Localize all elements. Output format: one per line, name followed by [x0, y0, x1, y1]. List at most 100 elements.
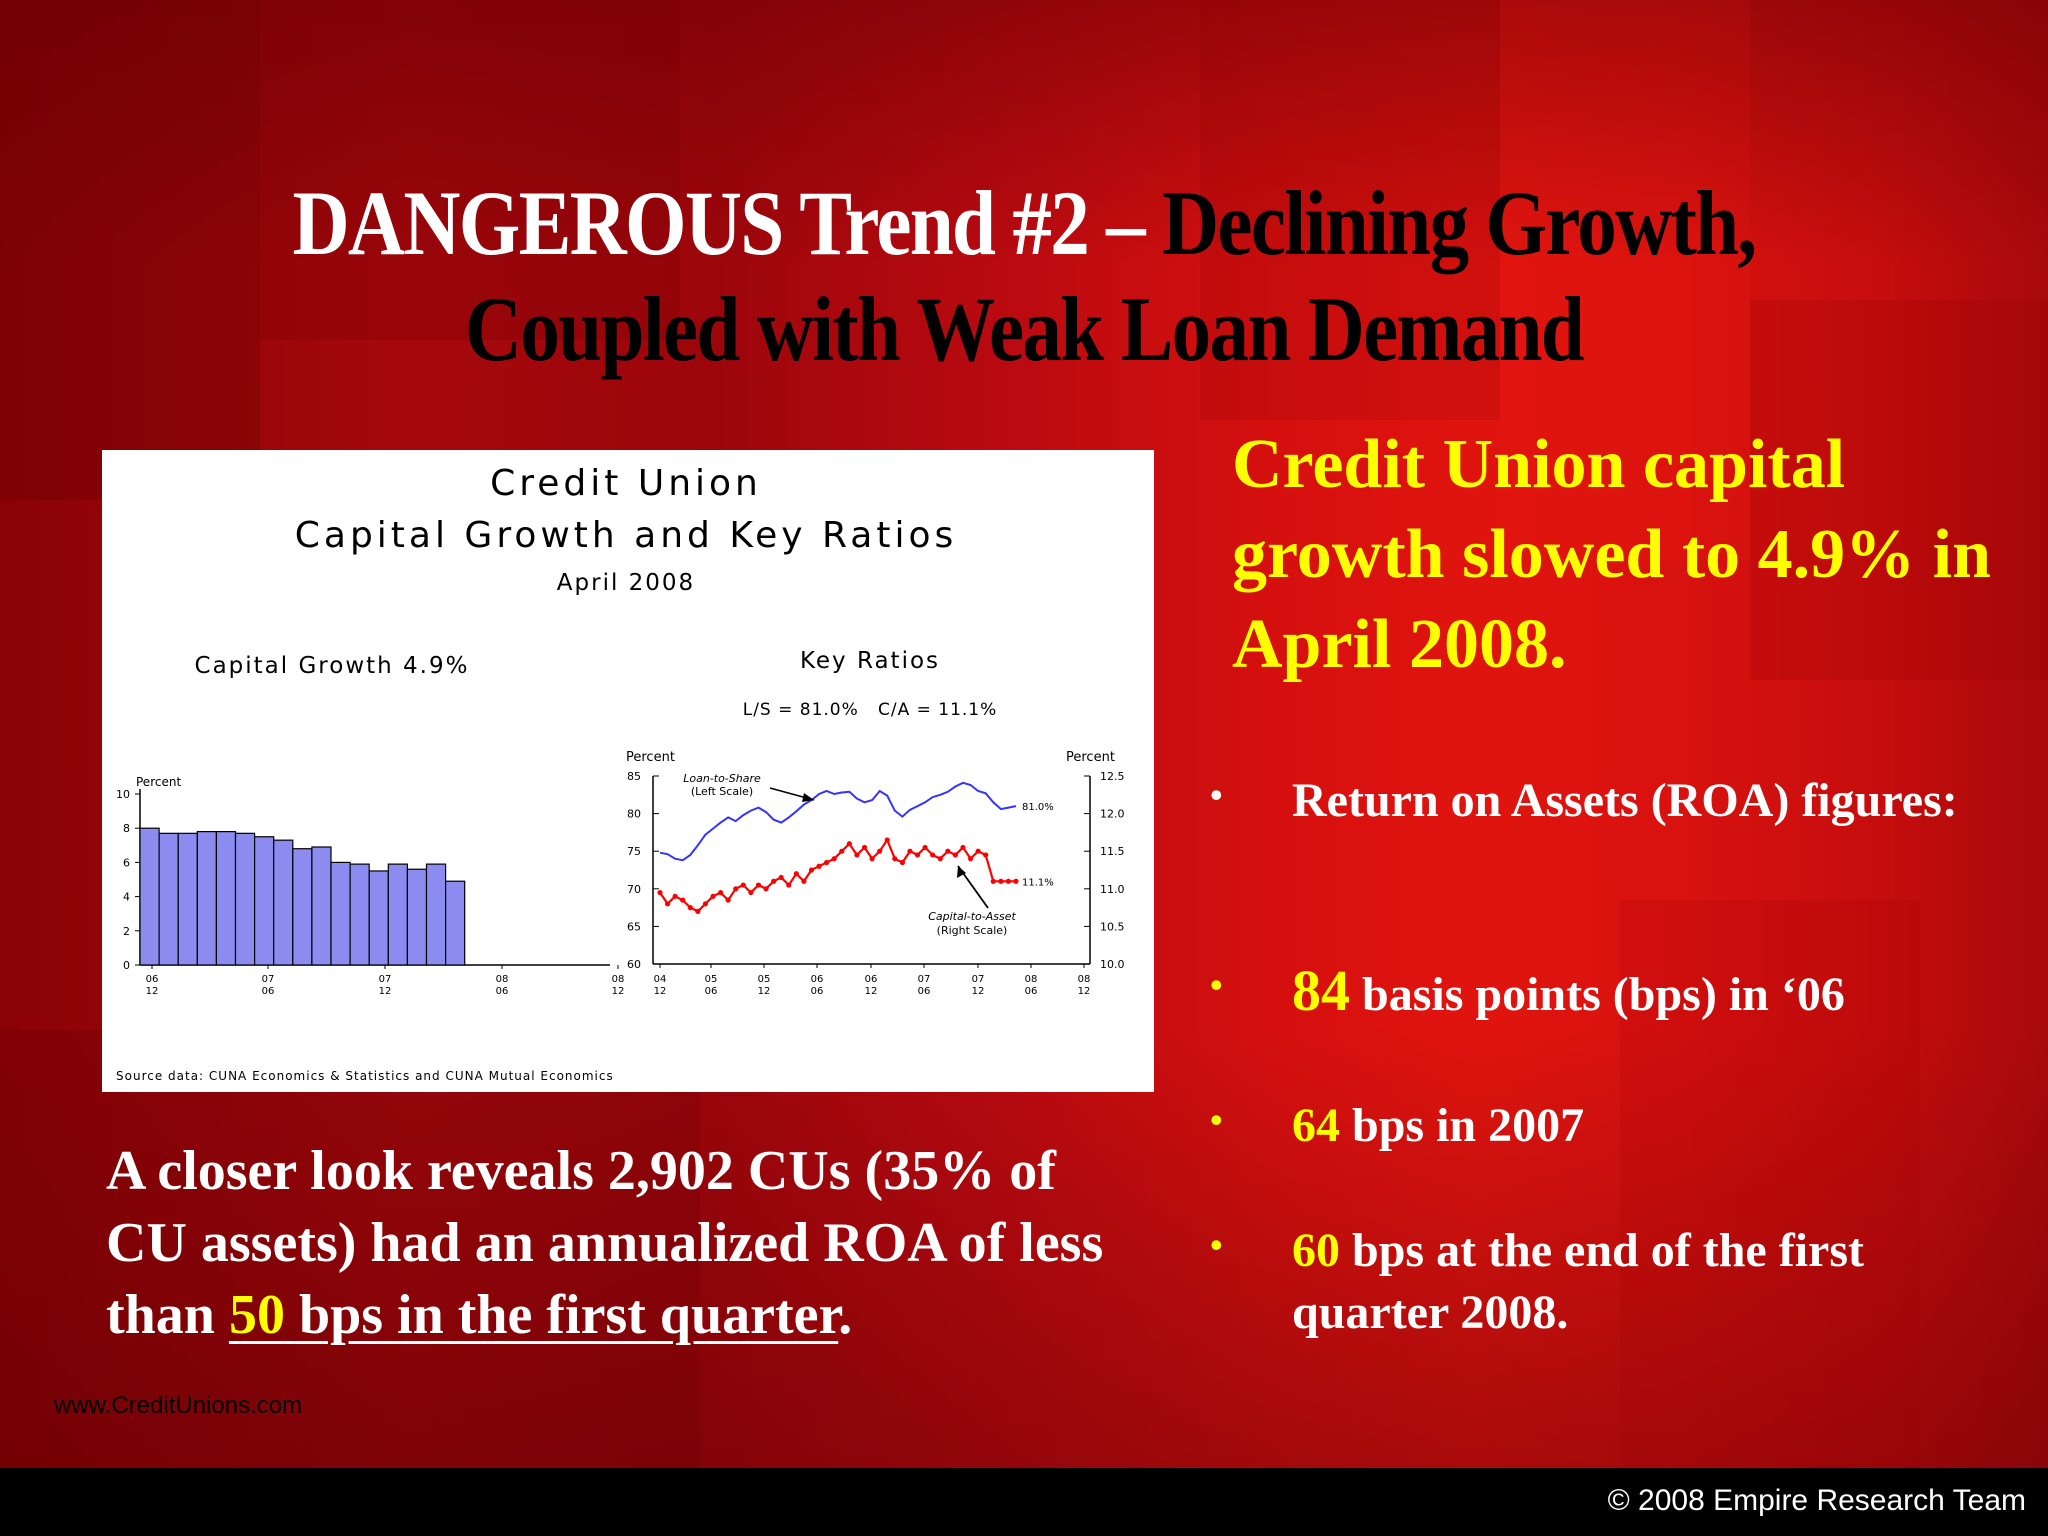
- capital-growth-bar: [406, 868, 428, 966]
- capital-to-asset-point: [702, 901, 709, 907]
- closer-highlight: 50: [228, 1284, 285, 1346]
- chart-source: Source data: CUNA Economics & Statistics…: [116, 1069, 614, 1083]
- line-x-tick-label: 12: [972, 986, 985, 997]
- chart-svg: Credit Union Capital Growth and Key Rati…: [116, 463, 1125, 1083]
- line-right-tick-label: 11.0: [1100, 883, 1125, 896]
- bullet-highlight: 64: [1292, 1099, 1340, 1152]
- capital-growth-bar: [387, 863, 408, 966]
- capital-to-asset-point: [869, 856, 875, 862]
- capital-to-asset-annotation-note: (Right Scale): [937, 924, 1008, 937]
- capital-to-asset-point: [733, 886, 739, 892]
- closer-text: A closer look reveals 2,902 CUs (35% of …: [106, 1140, 1104, 1346]
- line-right-tick-label: 11.5: [1100, 845, 1125, 858]
- capital-to-asset-line: [659, 837, 1016, 913]
- capital-to-asset-point: [877, 848, 883, 854]
- capital-to-asset-point: [725, 897, 731, 903]
- capital-to-asset-point: [695, 908, 701, 914]
- bar-x-tick-label: 12: [612, 986, 625, 997]
- bar-chart-ylabel: Percent: [136, 775, 181, 789]
- capital-growth-bar: [158, 832, 179, 966]
- bar-x-tick-label: 06: [262, 986, 275, 997]
- bar-x-tick-label: 06: [146, 974, 159, 985]
- capital-to-asset-point: [717, 889, 724, 896]
- capital-to-asset-point: [907, 848, 913, 854]
- line-x-tick-label: 07: [918, 974, 931, 985]
- copyright-text: © 2008 Empire Research Team: [1607, 1484, 2026, 1517]
- capital-to-asset-point: [763, 886, 769, 892]
- line-right-tick-label: 12.0: [1100, 808, 1125, 821]
- capital-to-asset-point: [801, 878, 807, 884]
- capital-to-asset-point: [808, 867, 815, 873]
- capital-to-asset-point: [824, 859, 830, 866]
- capital-growth-panel-title: Capital Growth 4.9%: [195, 653, 470, 679]
- chart-title: Credit Union: [490, 463, 762, 504]
- bar-y-tick-label: 4: [123, 891, 130, 904]
- headline: Credit Union capital growth slowed to 4.…: [1232, 426, 1992, 683]
- bar-x-tick-label: 12: [379, 986, 392, 997]
- capital-to-asset-point: [816, 863, 822, 869]
- line-left-tick-label: 65: [627, 920, 641, 933]
- capital-to-asset-point: [778, 874, 784, 881]
- key-ratios-panel-title: Key Ratios: [800, 648, 940, 674]
- capital-growth-bar: [139, 827, 160, 966]
- line-right-tick-label: 10.5: [1100, 920, 1125, 933]
- chart-title-line-2: Capital Growth and Key Ratios: [295, 515, 958, 556]
- line-x-tick-label: 08: [1078, 974, 1091, 985]
- capital-to-asset-point: [672, 893, 678, 899]
- line-x-tick-label: 06: [811, 974, 824, 985]
- bar-x-tick-label: 08: [612, 974, 625, 985]
- capital-to-asset-point: [854, 852, 860, 858]
- capital-growth-bar: [330, 861, 351, 966]
- capital-to-asset-point: [983, 852, 989, 858]
- capital-to-asset-point: [657, 889, 663, 896]
- capital-to-asset-point: [1013, 878, 1019, 884]
- capital-growth-bar: [368, 870, 389, 966]
- capital-to-asset-point: [755, 882, 762, 888]
- capital-to-asset-point: [967, 856, 974, 862]
- capital-to-asset-annotation: Capital-to-Asset: [928, 910, 1016, 923]
- bullet-text: Return on Assets (ROA) figures:: [1292, 774, 1958, 827]
- bar-y-tick-label: 10: [116, 788, 130, 801]
- bar-x-tick-label: 07: [262, 974, 275, 985]
- bar-y-tick-label: 2: [123, 925, 130, 938]
- capital-to-asset-point: [846, 841, 852, 847]
- chart-subtitle: April 2008: [557, 570, 695, 596]
- capital-growth-bar: [215, 831, 237, 966]
- loan-to-share-line: [659, 781, 1017, 862]
- slide-title: DANGEROUS Trend #2 – Declining Growth, C…: [143, 170, 1904, 382]
- line-right-tick-label: 10.0: [1100, 958, 1125, 971]
- bullet-highlight: 60: [1292, 1224, 1340, 1277]
- bar-y-tick-label: 6: [123, 856, 130, 869]
- line-x-tick-label: 12: [865, 986, 878, 997]
- bullet-icon: •: [1210, 1100, 1223, 1140]
- capital-to-asset-point: [740, 882, 746, 888]
- capital-to-asset-point: [771, 878, 777, 884]
- line-x-tick-label: 04: [654, 974, 667, 985]
- bullet-icon: •: [1210, 775, 1223, 815]
- capital-to-asset-point: [930, 852, 936, 858]
- bullet-highlight: 84: [1292, 958, 1350, 1023]
- line-x-tick-label: 06: [705, 986, 718, 997]
- website-link[interactable]: www.CreditUnions.com: [54, 1392, 303, 1419]
- closer-look-text: A closer look reveals 2,902 CUs (35% of …: [106, 1135, 1106, 1351]
- title-part-1: DANGEROUS Trend #2 –: [292, 172, 1163, 274]
- capital-to-asset-point: [960, 844, 966, 851]
- line-left-tick-label: 60: [627, 958, 641, 971]
- line-left-tick-label: 75: [627, 845, 641, 858]
- chart-image: Credit Union Capital Growth and Key Rati…: [102, 450, 1154, 1092]
- capital-to-asset-point: [952, 852, 959, 858]
- capital-to-asset-point: [793, 871, 799, 877]
- capital-growth-bar: [234, 832, 256, 966]
- capital-growth-bar: [273, 839, 294, 966]
- capital-to-asset-point: [687, 905, 693, 911]
- line-left-tick-label: 80: [627, 808, 641, 821]
- capital-to-asset-point: [831, 856, 837, 862]
- capital-growth-bar: [425, 863, 447, 966]
- capital-growth-bar: [349, 863, 370, 966]
- capital-to-asset-point: [975, 848, 981, 854]
- bullet-text: basis points (bps) in ‘06: [1350, 968, 1845, 1021]
- line-x-tick-label: 08: [1025, 974, 1038, 985]
- title-part-2: Declining Growth,: [1162, 172, 1757, 274]
- bar-x-tick-label: 08: [496, 974, 509, 985]
- bar-x-tick-label: 12: [146, 986, 159, 997]
